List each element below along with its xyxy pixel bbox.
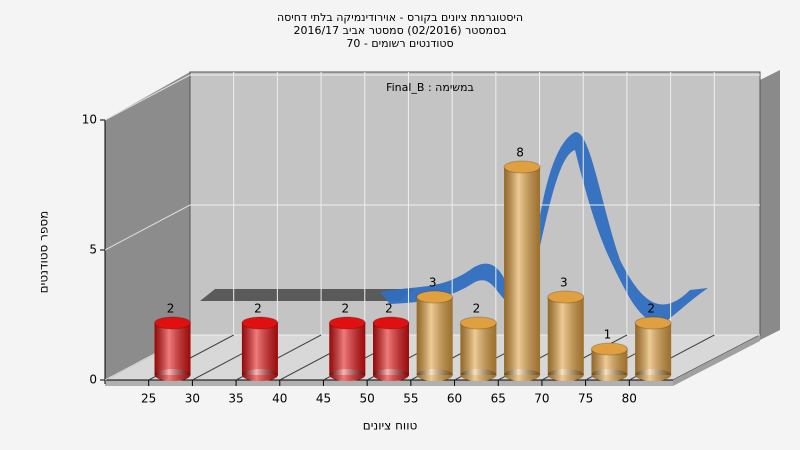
- bar-top: [372, 316, 410, 330]
- value-label: 1: [604, 328, 612, 342]
- title-line: סטודנטים רשומים - 70: [346, 37, 453, 50]
- x-tick-label: 35: [228, 392, 243, 406]
- x-tick-label: 75: [578, 392, 593, 406]
- y-axis-label: מספר סטודנטים: [37, 211, 51, 294]
- plane: [200, 289, 415, 301]
- bar-shade: [154, 323, 191, 375]
- x-tick-label: 45: [316, 392, 331, 406]
- bar-top: [503, 160, 541, 174]
- bar-shade: [635, 323, 672, 375]
- left-wall: [105, 72, 190, 380]
- bar-top: [547, 290, 585, 304]
- bar-shade: [504, 167, 541, 375]
- value-label: 8: [516, 146, 524, 160]
- bar-shade: [416, 297, 453, 375]
- y-tick-label: 10: [82, 113, 97, 127]
- bar-top: [416, 290, 454, 304]
- bar-top: [459, 316, 497, 330]
- x-tick-label: 55: [403, 392, 418, 406]
- value-label: 3: [560, 276, 568, 290]
- x-tick-label: 50: [360, 392, 375, 406]
- value-label: 2: [473, 302, 481, 316]
- bar-shade: [329, 323, 366, 375]
- value-label: 2: [647, 302, 655, 316]
- bar-shade: [373, 323, 409, 375]
- x-tick-label: 70: [534, 392, 549, 406]
- bar-top: [154, 316, 192, 330]
- annotation: במשימה : Final_B: [386, 81, 474, 94]
- bar-shade: [241, 323, 278, 375]
- value-label: 2: [385, 302, 393, 316]
- x-tick-label: 60: [447, 392, 462, 406]
- grid-line: [104, 204, 191, 251]
- y-tick-label: 5: [89, 243, 97, 257]
- bar-shade: [547, 297, 584, 375]
- x-tick-label: 30: [185, 392, 200, 406]
- value-label: 2: [167, 302, 175, 316]
- x-axis-label: טווח ציונים: [363, 419, 418, 433]
- grid-line: [104, 74, 191, 121]
- bar-top: [241, 316, 279, 330]
- bar-shade: [460, 323, 497, 375]
- value-label: 2: [254, 302, 262, 316]
- distribution-curve: [380, 131, 708, 325]
- floor-front: [105, 380, 673, 386]
- x-tick-label: 65: [491, 392, 506, 406]
- x-tick-label: 40: [272, 392, 287, 406]
- title-line: בסמסטר (02/2016) סמסטר אביב 2016/17: [293, 24, 506, 37]
- grid: 0 5 10 25 30 35 40 45 50 55 60 65 70 75 80: [82, 72, 760, 406]
- x-tick-label: 80: [622, 392, 637, 406]
- y-tick-label: 0: [89, 373, 97, 387]
- value-label: 2: [341, 302, 349, 316]
- floor-edge: [673, 335, 760, 386]
- bar-top: [590, 342, 628, 356]
- title-line: היסטוגרמת ציונים בקורס - אוירודינמיקה בל…: [277, 11, 523, 24]
- wall-edge: [760, 70, 780, 340]
- bar-top: [328, 316, 366, 330]
- x-tick-label: 25: [141, 392, 156, 406]
- bar-top: [634, 316, 672, 330]
- value-label: 3: [429, 276, 437, 290]
- bars: 2 2 2 2 3 2 8 3 1 2: [154, 146, 672, 381]
